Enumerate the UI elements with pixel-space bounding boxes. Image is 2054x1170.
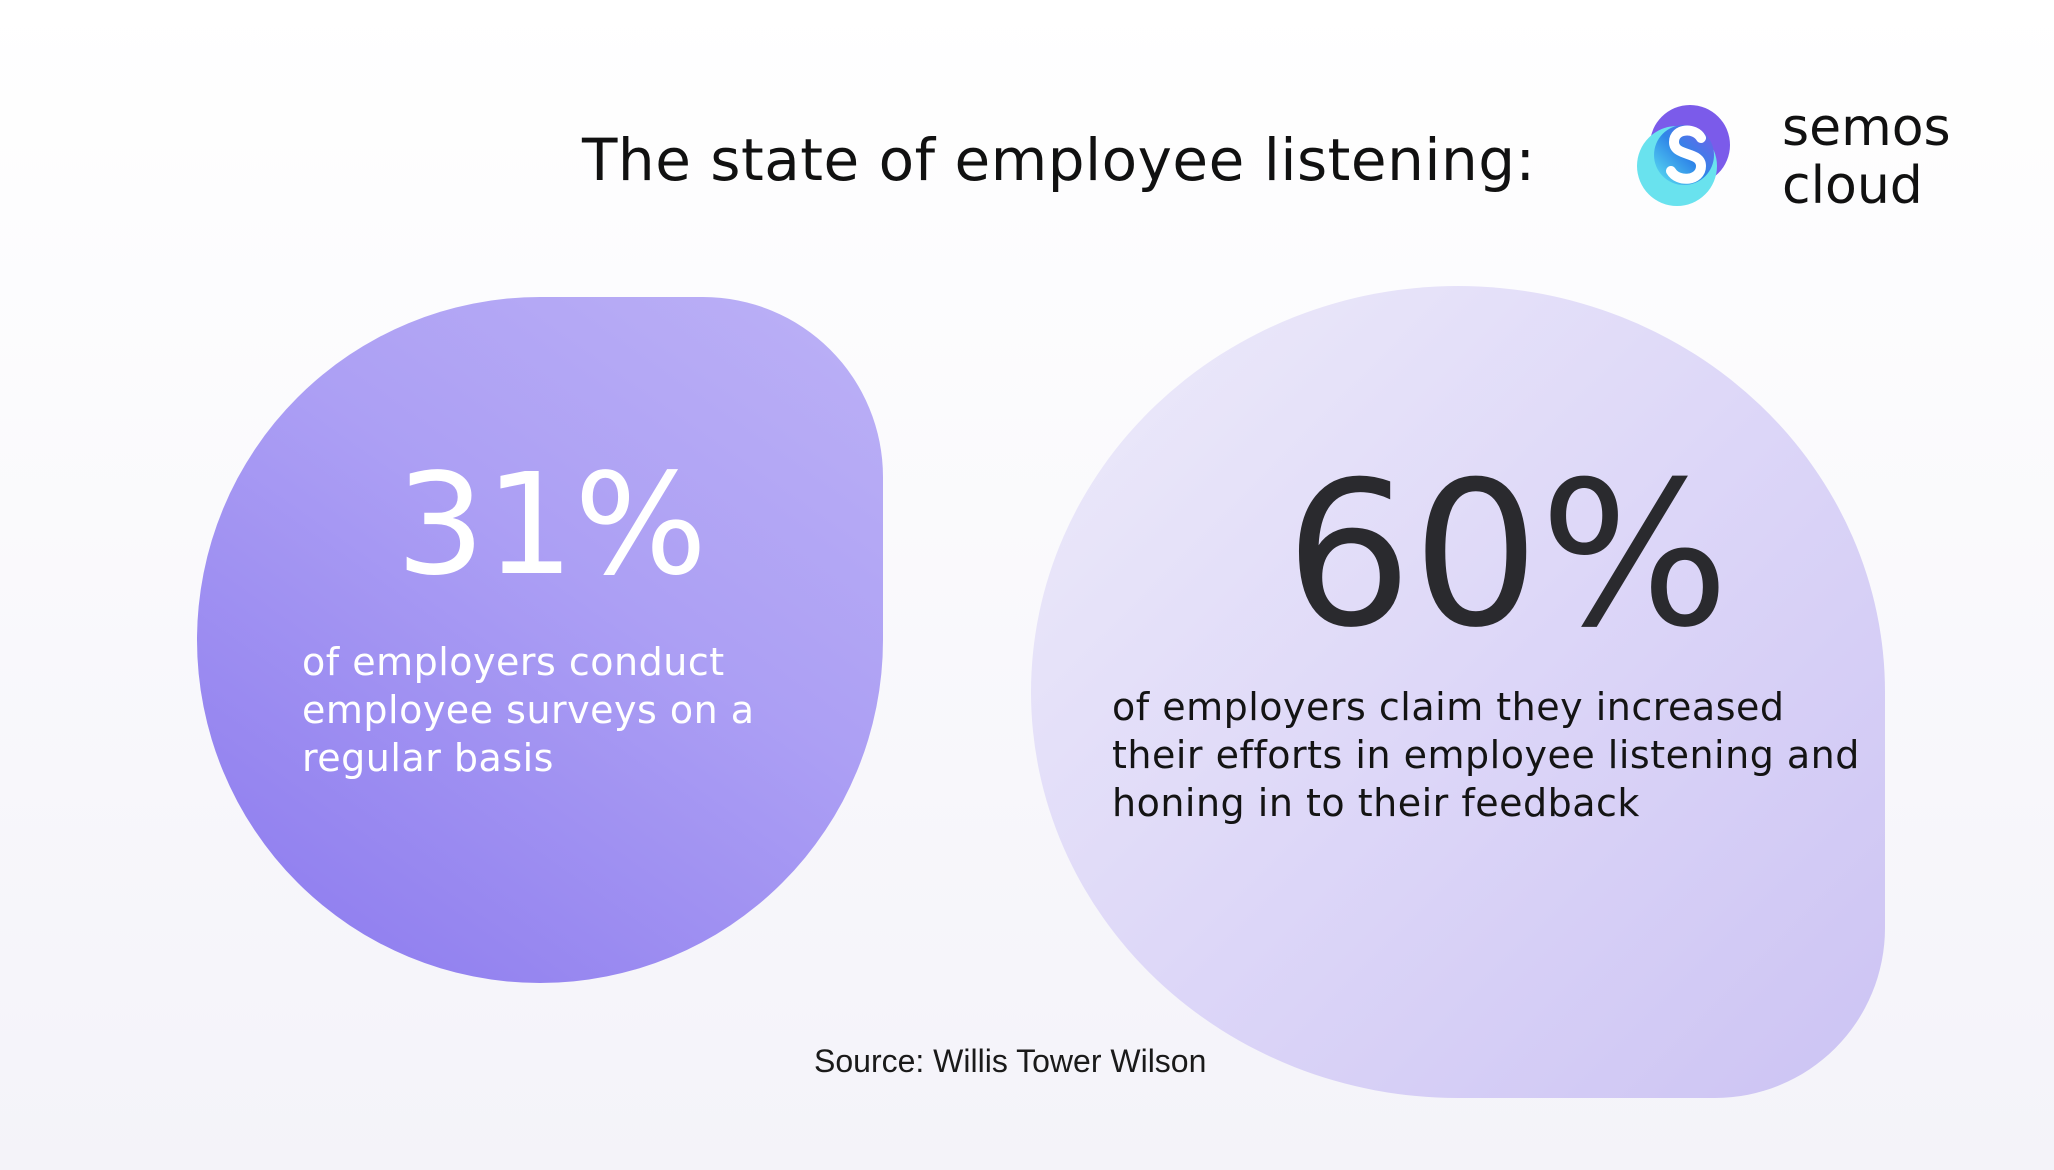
logo-line-1: semos	[1782, 98, 1951, 158]
source-citation: Source: Willis Tower Wilson	[814, 1043, 1207, 1079]
stat-card-right-shape	[1031, 286, 1885, 1098]
stat-right-value: 60%	[1285, 439, 1730, 672]
page-title: The state of employee listening:	[582, 126, 1536, 194]
stat-left-description: of employers conduct employee surveys on…	[302, 640, 755, 780]
semos-cloud-s-icon	[1637, 105, 1730, 206]
logo-line-2: cloud	[1782, 156, 1923, 216]
stat-card-left-shape	[197, 297, 883, 983]
semos-cloud-logo: semos cloud	[1632, 99, 2054, 219]
logo-wordmark: semos cloud	[1782, 99, 1951, 215]
stat-left-value: 31%	[396, 444, 708, 607]
stat-right-description: of employers claim they increased their …	[1112, 685, 1860, 825]
